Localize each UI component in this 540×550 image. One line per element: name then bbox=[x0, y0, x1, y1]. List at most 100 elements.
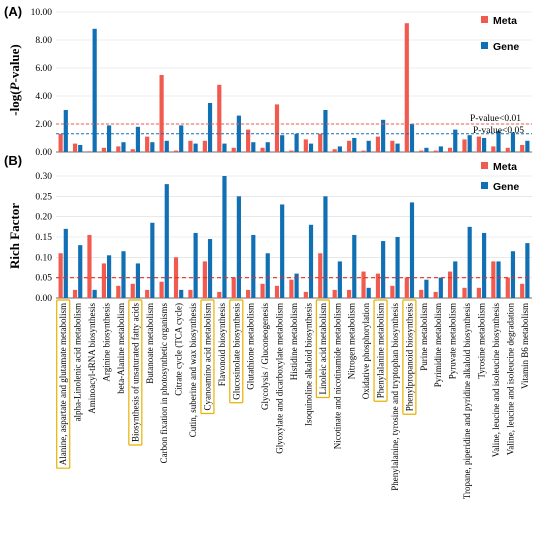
bar-gene bbox=[352, 138, 357, 152]
category-label: Biosynthesis of unsaturated fatty acids bbox=[130, 303, 140, 442]
bar-meta bbox=[332, 149, 337, 152]
bar-meta bbox=[72, 143, 78, 152]
bar-gene bbox=[150, 142, 155, 152]
highlight-box bbox=[402, 299, 417, 415]
category-labels: Alanine, aspartate and glutamate metabol… bbox=[56, 299, 530, 499]
category-label-group: Glucosinolate biosynthesis bbox=[229, 299, 244, 404]
bar-gene bbox=[323, 196, 328, 298]
category-label-group: Oxidative phosphorylation bbox=[361, 303, 371, 400]
bar-meta bbox=[447, 271, 453, 298]
bar-gene bbox=[63, 228, 68, 298]
bar-meta bbox=[390, 285, 395, 298]
bar-gene bbox=[207, 103, 213, 152]
bar-meta bbox=[217, 291, 222, 298]
y-tick-label: 8.00 bbox=[35, 36, 52, 46]
category-label: Phenylpropanoid biosynthesis bbox=[404, 303, 414, 412]
legend-label-gene-b: Gene bbox=[493, 181, 519, 193]
category-label: Nicotinate and nicotinamide metabolism bbox=[332, 303, 342, 449]
bar-meta bbox=[433, 150, 438, 152]
highlight-box bbox=[373, 299, 388, 402]
bars-b bbox=[58, 176, 530, 298]
bar-gene bbox=[409, 202, 415, 298]
legend-b: Meta Gene bbox=[481, 161, 519, 193]
category-label: Arginine biosynthesis bbox=[101, 303, 111, 382]
bar-meta bbox=[260, 283, 265, 298]
bar-gene bbox=[366, 140, 371, 152]
bar-meta bbox=[116, 285, 121, 298]
bar-meta bbox=[231, 147, 236, 152]
bar-meta bbox=[202, 261, 207, 298]
legend-label-gene: Gene bbox=[493, 41, 519, 53]
bar-meta bbox=[318, 133, 323, 152]
bar-meta bbox=[188, 140, 193, 152]
category-label: Pyruvate metabolism bbox=[448, 303, 458, 379]
bar-meta bbox=[361, 271, 366, 298]
bar-gene bbox=[265, 142, 270, 152]
chart-panel-a: (A) 0.00 2.00 4.00 6.00 8.00 10.00 P-value<0.… bbox=[4, 4, 532, 158]
bar-gene bbox=[121, 142, 126, 152]
highlight-box bbox=[200, 299, 215, 415]
bar-gene bbox=[525, 243, 530, 298]
category-label: Linoleic acid metabolism bbox=[318, 303, 328, 394]
category-label-group: Citrate cycle (TCA cycle) bbox=[174, 303, 184, 396]
bar-gene bbox=[496, 131, 501, 152]
bar-gene bbox=[337, 146, 342, 152]
category-label-group: Phenylpropanoid biosynthesis bbox=[402, 299, 417, 415]
bar-meta bbox=[390, 140, 395, 152]
bar-meta bbox=[289, 150, 294, 152]
bar-meta bbox=[404, 277, 409, 298]
bar-meta bbox=[173, 150, 179, 152]
bar-meta bbox=[116, 146, 121, 152]
bar-meta bbox=[159, 75, 164, 152]
bar-gene bbox=[482, 138, 487, 152]
bar-meta bbox=[130, 283, 135, 298]
y-tick-label: 0.00 bbox=[35, 294, 52, 304]
category-label: Valine, leucine and isoleucine degradati… bbox=[505, 303, 515, 456]
bar-gene bbox=[438, 146, 443, 152]
bar-meta bbox=[101, 147, 106, 152]
bar-gene bbox=[106, 255, 112, 298]
category-label-group: Carbon fixation in photosynthetic organi… bbox=[159, 303, 169, 464]
bar-gene bbox=[207, 239, 213, 298]
category-label-group: Pyrimidine metabolism bbox=[433, 303, 443, 387]
category-label-group: Cutin, suberine and wax biosynthesis bbox=[188, 303, 198, 438]
bar-meta bbox=[347, 140, 352, 152]
category-label-group: alpha-Linolenic acid metabolism bbox=[73, 303, 83, 421]
category-label-group: Nitrogen metabolism bbox=[347, 303, 357, 379]
bar-meta bbox=[246, 289, 251, 298]
category-label-group: Aminoacyl-tRNA biosynthesis bbox=[87, 303, 97, 414]
category-label-group: Valine, leucine and isoleucine biosynthe… bbox=[491, 303, 501, 458]
bar-meta bbox=[419, 150, 424, 152]
category-label: Glycolysis / Gluconeogenesis bbox=[260, 303, 270, 410]
y-tick-label: 0.15 bbox=[35, 233, 52, 243]
category-label: Histidine metabolism bbox=[289, 303, 299, 380]
highlight-box bbox=[128, 299, 143, 446]
category-label: Phenylalanine metabolism bbox=[376, 303, 386, 398]
y-tick-label: 6.00 bbox=[35, 64, 52, 74]
bar-gene bbox=[496, 261, 501, 298]
bar-gene bbox=[236, 196, 241, 298]
bar-meta bbox=[217, 84, 222, 152]
category-label: beta-Alanine metabolism bbox=[116, 303, 126, 394]
bar-meta bbox=[318, 253, 323, 298]
bar-gene bbox=[78, 245, 83, 298]
bar-meta bbox=[101, 263, 106, 298]
category-label-group: Arginine biosynthesis bbox=[101, 303, 111, 382]
bar-gene bbox=[92, 289, 97, 298]
bar-gene bbox=[106, 125, 112, 152]
threshold-label-p005: P-value<0.05 bbox=[473, 126, 524, 136]
highlight-box bbox=[56, 299, 71, 469]
bar-gene bbox=[179, 289, 184, 298]
bar-meta bbox=[303, 139, 308, 152]
legend-swatch-gene-b bbox=[481, 182, 488, 189]
category-label-group: Phenylalanine, tyrosine and tryptophan b… bbox=[390, 303, 400, 491]
category-label-group: Glyoxylate and dicarboxylate metabolism bbox=[275, 303, 285, 454]
bar-gene bbox=[179, 125, 184, 152]
category-label-group: Flavonoid biosynthesis bbox=[217, 303, 227, 387]
y-axis-label-b: Rich Factor bbox=[7, 203, 22, 269]
category-label-group: beta-Alanine metabolism bbox=[116, 303, 126, 394]
bar-gene bbox=[482, 232, 487, 298]
category-label-group: Linoleic acid metabolism bbox=[315, 299, 330, 399]
category-label: Cutin, suberine and wax biosynthesis bbox=[188, 303, 198, 438]
category-label: Butanoate metabolism bbox=[145, 303, 155, 384]
